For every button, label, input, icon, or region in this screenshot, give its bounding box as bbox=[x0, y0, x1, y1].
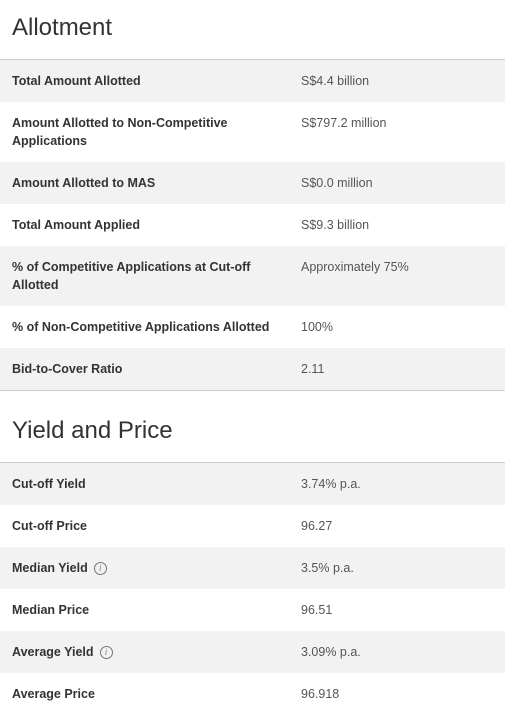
label: Total Amount Allotted bbox=[12, 74, 141, 88]
value: Approximately 75% bbox=[301, 260, 409, 274]
label: Median Yield i bbox=[0, 559, 301, 577]
label: Cut-off Yield bbox=[0, 475, 301, 493]
label: Amount Allotted to Non-Competitive Appli… bbox=[12, 116, 228, 148]
label: % of Competitive Applications at Cut-off… bbox=[12, 260, 251, 292]
table-row: Total Amount Applied S$9.3 billion bbox=[0, 204, 505, 246]
section-title: Yield and Price bbox=[0, 390, 505, 463]
value: 100% bbox=[301, 320, 333, 334]
value: S$4.4 billion bbox=[301, 74, 370, 88]
value: 3.74% p.a. bbox=[301, 477, 361, 491]
value: 96.27 bbox=[301, 519, 333, 533]
label-text: Average Price bbox=[12, 687, 95, 701]
value: 96.918 bbox=[301, 687, 340, 701]
label: % of Non-Competitive Applications Allott… bbox=[12, 320, 270, 334]
label: Median Price bbox=[0, 601, 301, 619]
value: 3.5% p.a. bbox=[301, 561, 354, 575]
info-icon[interactable]: i bbox=[93, 562, 107, 575]
label-text: Cut-off Price bbox=[12, 519, 87, 533]
table-row: % of Competitive Applications at Cut-off… bbox=[0, 246, 505, 306]
allotment-table: Total Amount Allotted S$4.4 billion Amoun… bbox=[0, 60, 505, 390]
table-row: % of Non-Competitive Applications Allott… bbox=[0, 306, 505, 348]
table-row: Bid-to-Cover Ratio 2.11 bbox=[0, 348, 505, 390]
table-row: Cut-off Yield 3.74% p.a. bbox=[0, 463, 505, 505]
label: Total Amount Applied bbox=[12, 218, 140, 232]
section-title: Allotment bbox=[0, 0, 505, 60]
label: Bid-to-Cover Ratio bbox=[12, 362, 123, 376]
label-text: Average Yield bbox=[12, 645, 94, 659]
table-row: Cut-off Price 96.27 bbox=[0, 505, 505, 547]
table-row: Amount Allotted to MAS S$0.0 million bbox=[0, 162, 505, 204]
info-icon[interactable]: i bbox=[99, 646, 113, 659]
label-text: Cut-off Yield bbox=[12, 477, 86, 491]
table-row: Median Price 96.51 bbox=[0, 589, 505, 631]
table-row: Median Yield i 3.5% p.a. bbox=[0, 547, 505, 589]
value: S$0.0 million bbox=[301, 176, 373, 190]
value: 3.09% p.a. bbox=[301, 645, 361, 659]
label: Cut-off Price bbox=[0, 517, 301, 535]
yield-table: Cut-off Yield 3.74% p.a. Cut-off Price 96.… bbox=[0, 463, 505, 715]
label: Average Yield i bbox=[0, 643, 301, 661]
table-row: Average Yield i 3.09% p.a. bbox=[0, 631, 505, 673]
value: 96.51 bbox=[301, 603, 333, 617]
table-row: Average Price 96.918 bbox=[0, 673, 505, 715]
table-row: Total Amount Allotted S$4.4 billion bbox=[0, 60, 505, 102]
table-row: Amount Allotted to Non-Competitive Appli… bbox=[0, 102, 505, 162]
label-text: Median Price bbox=[12, 603, 90, 617]
value: 2.11 bbox=[301, 362, 325, 376]
value: S$797.2 million bbox=[301, 116, 387, 130]
value: S$9.3 billion bbox=[301, 218, 370, 232]
label-text: Median Yield bbox=[12, 561, 88, 575]
label: Amount Allotted to MAS bbox=[12, 176, 156, 190]
label: Average Price bbox=[0, 685, 301, 703]
